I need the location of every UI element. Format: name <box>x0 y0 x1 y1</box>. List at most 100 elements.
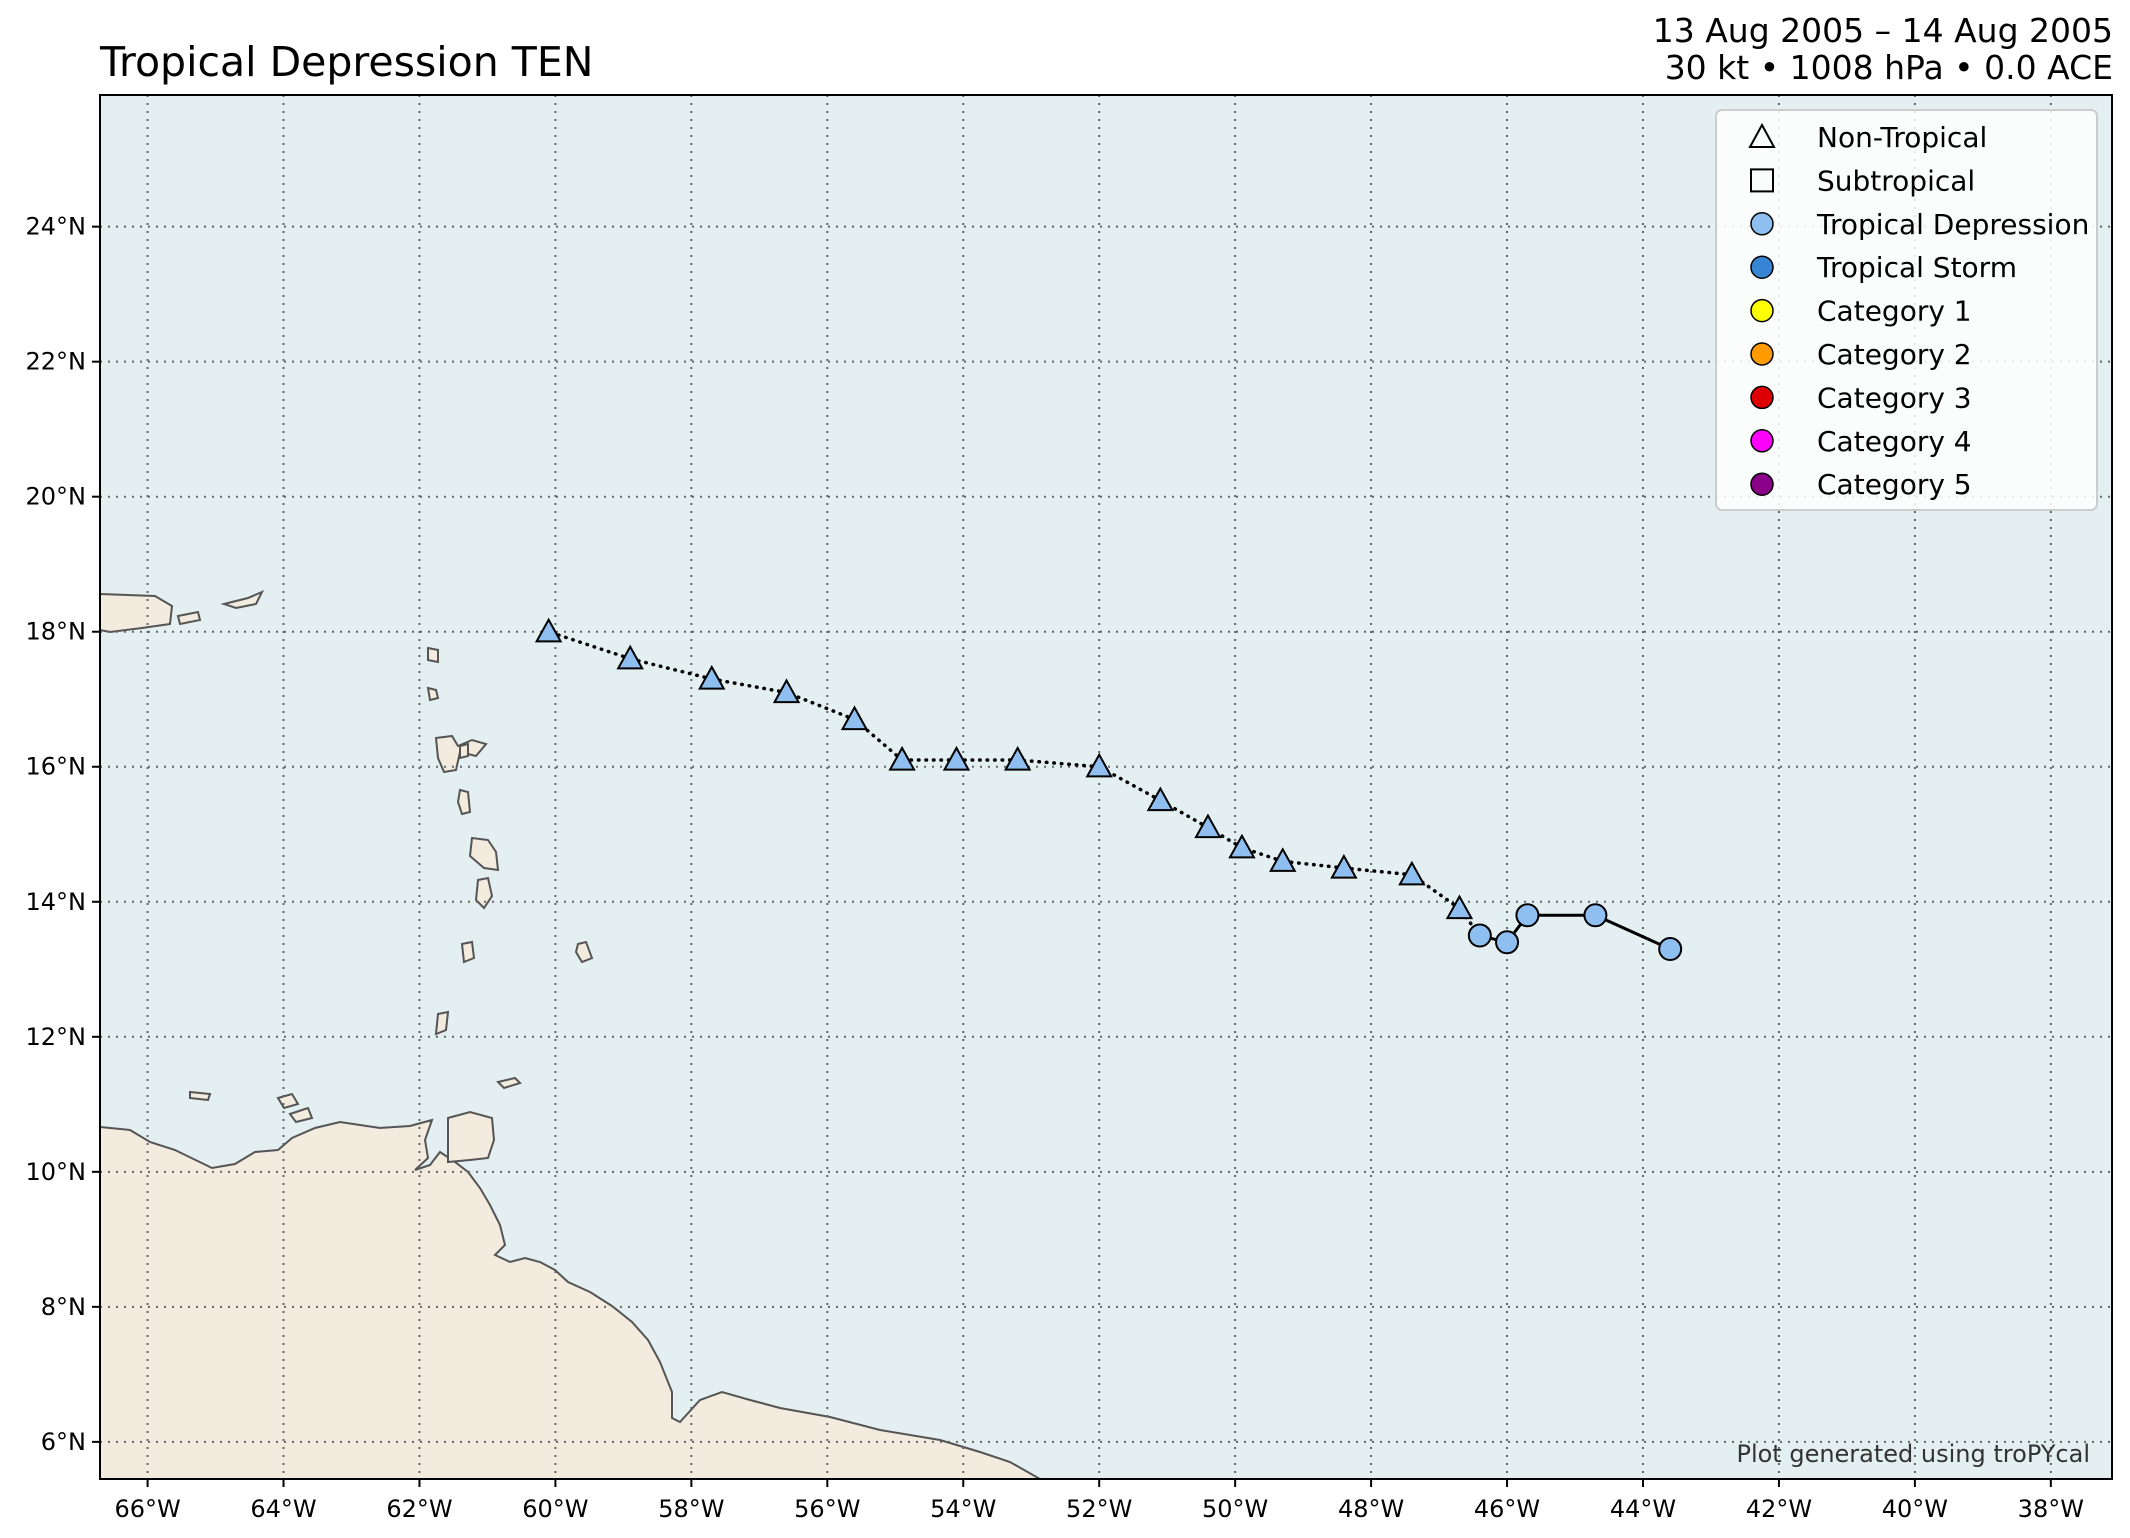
dominica-island <box>456 788 472 816</box>
legend-label: Category 5 <box>1817 468 1972 501</box>
legend-label: Category 2 <box>1817 338 1972 371</box>
guadeloupe-island <box>434 734 488 774</box>
track-segment <box>784 690 857 722</box>
track-segment <box>1593 913 1672 951</box>
legend-circle-marker <box>1750 342 1774 366</box>
longitude-labels: 66°W 64°W 62°W 60°W 58°W 56°W 54°W 52°W 50°W 48°W… <box>114 1479 2084 1523</box>
lon-tick-label: 62°W <box>386 1495 452 1523</box>
legend-circle-marker <box>1750 429 1774 453</box>
track-point-non-tropical <box>942 745 971 771</box>
lat-tick-label: 20°N <box>26 483 87 511</box>
graticule <box>100 95 2112 1479</box>
legend-label: Category 3 <box>1817 381 1972 414</box>
legend-label: Tropical Depression <box>1816 208 2089 241</box>
track-point-tropical-depression <box>1467 923 1492 948</box>
legend-label: Tropical Storm <box>1816 251 2017 284</box>
grenada-island <box>434 1010 450 1036</box>
track-point-tropical-depression <box>1583 903 1608 928</box>
track-point-non-tropical <box>1330 853 1358 879</box>
virgin-islands <box>176 590 265 626</box>
track-point-non-tropical <box>772 678 801 704</box>
track-segment <box>1457 906 1482 938</box>
track-point-non-tropical <box>1269 847 1297 872</box>
credit-text: Plot generated using troPYcal <box>1736 1440 2090 1468</box>
lat-tick-label: 6°N <box>41 1428 86 1456</box>
storm-summary: 13 Aug 2005 – 14 Aug 2005 30 kt • 1008 h… <box>1653 12 2113 86</box>
tobago-island <box>496 1076 522 1090</box>
track-segment <box>546 629 632 661</box>
track-point-tropical-depression <box>1515 903 1540 928</box>
legend: Non-Tropical Subtropical Tropical Depressi… <box>1715 109 2098 511</box>
track-segment <box>628 656 714 681</box>
track-point-non-tropical <box>1146 786 1175 812</box>
track-point-non-tropical <box>534 617 563 643</box>
curacao-island <box>189 1090 212 1102</box>
puerto-rico-island <box>100 592 174 634</box>
legend-circle-marker <box>1750 255 1774 279</box>
lat-tick-label: 16°N <box>26 753 87 781</box>
lat-tick-label: 10°N <box>26 1158 87 1186</box>
lon-tick-label: 42°W <box>1746 1495 1812 1523</box>
track-point-non-tropical <box>698 664 726 690</box>
legend-circle-marker <box>1750 212 1774 236</box>
antigua-island <box>459 742 469 760</box>
lat-tick-label: 14°N <box>26 888 87 916</box>
track-point-tropical-depression <box>1495 930 1520 955</box>
trinidad-island <box>447 1110 496 1164</box>
track-segment <box>1410 873 1462 911</box>
track-point-non-tropical <box>1398 860 1426 886</box>
storm-track-points <box>534 617 1683 962</box>
lon-tick-label: 52°W <box>1066 1495 1132 1523</box>
lon-tick-label: 60°W <box>522 1495 588 1523</box>
land-layer <box>100 590 1043 1479</box>
st-vincent-island <box>460 940 476 964</box>
lon-tick-label: 56°W <box>794 1495 860 1523</box>
track-point-non-tropical <box>1085 752 1113 778</box>
legend-triangle-marker <box>1748 122 1776 148</box>
lon-tick-label: 50°W <box>1202 1495 1268 1523</box>
lat-tick-label: 24°N <box>26 213 87 241</box>
map-frame <box>99 94 2113 1480</box>
date-range: 13 Aug 2005 – 14 Aug 2005 <box>1652 11 2113 50</box>
st-kitts-island <box>426 686 440 702</box>
lon-tick-label: 66°W <box>114 1495 180 1523</box>
legend-circle-marker <box>1750 298 1774 323</box>
track-point-non-tropical <box>888 745 916 771</box>
lon-tick-label: 64°W <box>250 1495 316 1523</box>
legend-circle-marker <box>1750 472 1774 496</box>
track-segment <box>710 677 789 695</box>
south-america-coast <box>100 1118 1043 1479</box>
lon-tick-label: 38°W <box>2018 1495 2084 1523</box>
legend-label: Subtropical <box>1817 164 1975 197</box>
martinique-island <box>468 836 500 872</box>
track-point-non-tropical <box>616 644 644 670</box>
lon-tick-label: 58°W <box>658 1495 724 1523</box>
legend-box <box>1715 109 2098 511</box>
legend-circle-marker <box>1750 385 1774 410</box>
storm-stats: 30 kt • 1008 hPa • 0.0 ACE <box>1664 48 2113 87</box>
track-point-non-tropical <box>1445 894 1474 920</box>
track-point-non-tropical <box>840 705 869 731</box>
margarita-island <box>276 1092 314 1124</box>
legend-square-marker <box>1750 168 1774 193</box>
latitude-labels: 6°N 8°N 10°N 12°N 14°N 16°N 18°N 20°N 22°N 24°N <box>26 213 100 1456</box>
track-point-tropical-depression <box>1658 937 1683 962</box>
lat-tick-label: 22°N <box>26 348 87 376</box>
track-point-non-tropical <box>1003 745 1032 771</box>
track-segment <box>1280 859 1346 870</box>
barbados-island <box>574 940 594 964</box>
lon-tick-label: 54°W <box>930 1495 996 1523</box>
st-lucia-island <box>474 876 494 910</box>
lon-tick-label: 46°W <box>1474 1495 1540 1523</box>
lat-tick-label: 12°N <box>26 1023 87 1051</box>
lat-tick-label: 8°N <box>41 1293 86 1321</box>
lon-tick-label: 40°W <box>1882 1495 1948 1523</box>
track-point-non-tropical <box>1228 833 1256 859</box>
track-segment <box>1015 758 1101 769</box>
legend-label: Category 1 <box>1817 295 1972 328</box>
legend-label: Non-Tropical <box>1817 121 1987 154</box>
track-point-non-tropical <box>1194 813 1222 839</box>
lat-tick-label: 18°N <box>26 618 87 646</box>
map-title: Tropical Depression TEN <box>100 38 594 86</box>
